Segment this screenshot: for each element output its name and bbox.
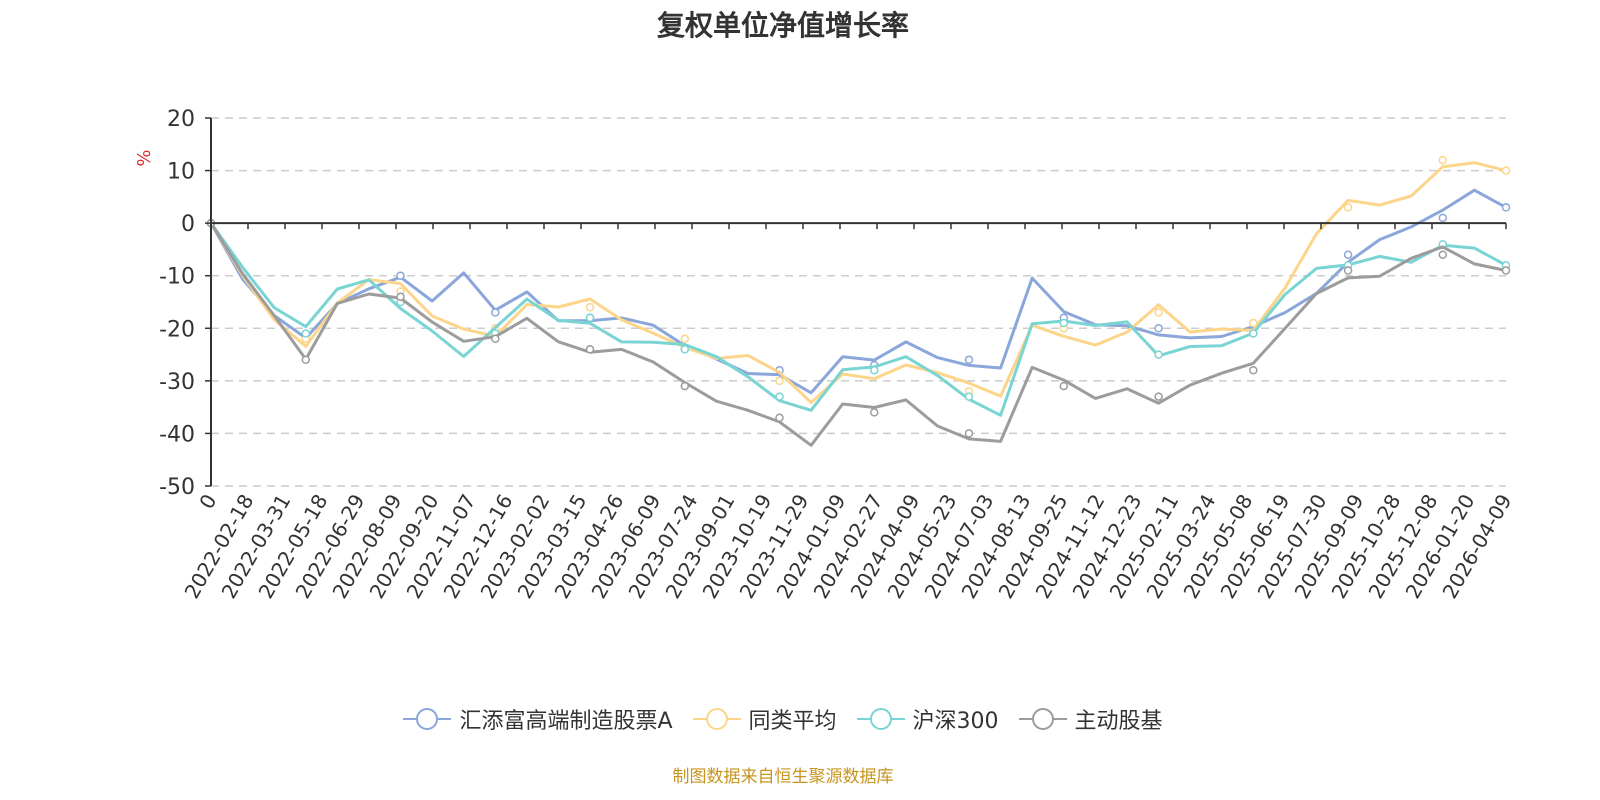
series-point — [1343, 203, 1353, 212]
y-tick-label: -40 — [159, 422, 195, 447]
legend: 汇添富高端制造股票A 同类平均 沪深300 主动股基 — [0, 703, 1566, 735]
series-point — [396, 271, 405, 280]
y-axis-unit-label: % — [134, 149, 155, 166]
series-point — [1249, 329, 1258, 338]
series-point — [1438, 250, 1448, 259]
series-point — [1343, 266, 1353, 275]
series-point — [1501, 266, 1511, 275]
series-point — [1501, 203, 1511, 212]
series-point — [1438, 155, 1448, 165]
series-point — [775, 392, 784, 401]
series-point — [964, 392, 974, 401]
series-point — [680, 381, 690, 391]
series-point — [870, 366, 879, 375]
series-point — [491, 334, 500, 344]
legend-item-1[interactable]: 同类平均 — [692, 703, 837, 735]
series-point — [680, 345, 690, 354]
series-point — [870, 408, 879, 417]
series-line-0 — [209, 188, 1507, 395]
axes — [205, 117, 1507, 487]
series-point — [1154, 308, 1163, 317]
series-point — [1249, 318, 1258, 328]
chart-title: 复权单位净值增长率 — [656, 9, 909, 42]
series-lines — [206, 155, 1511, 447]
source-note: 制图数据来自恒生聚源数据库 — [672, 767, 894, 787]
legend-swatch — [692, 708, 741, 730]
legend-label: 主动股基 — [1074, 709, 1163, 734]
series-point — [491, 308, 500, 317]
series-point — [585, 313, 595, 323]
series-point — [775, 413, 784, 422]
series-point — [585, 303, 595, 312]
series-point — [964, 355, 974, 365]
series-point — [680, 334, 690, 344]
y-tick-label: -50 — [159, 475, 195, 500]
series-point — [1059, 381, 1069, 391]
legend-item-0[interactable]: 汇添富高端制造股票A — [403, 703, 673, 735]
series-point — [301, 355, 311, 365]
series-point — [301, 329, 311, 338]
series-line-1 — [209, 161, 1507, 405]
y-tick-labels: 20 10 0 -10 -20 -30 -40 -50 — [159, 107, 195, 500]
series-line-2 — [209, 222, 1507, 417]
y-tick-label: -30 — [159, 370, 195, 395]
y-tick-label: 10 — [167, 160, 195, 185]
x-tick-labels: 02022-02-182022-03-312022-05-182022-06-2… — [179, 490, 1516, 603]
legend-swatch — [403, 708, 452, 730]
series-point — [1154, 324, 1163, 333]
series-point — [1343, 250, 1353, 259]
legend-item-3[interactable]: 主动股基 — [1018, 703, 1163, 735]
legend-label: 沪深300 — [912, 709, 999, 734]
series-point — [964, 429, 974, 438]
series-point — [1438, 213, 1448, 223]
y-tick-label: 0 — [181, 212, 195, 237]
legend-swatch — [1018, 708, 1067, 730]
series-point — [775, 376, 784, 386]
line-chart: 20 10 0 -10 -20 -30 -40 -50 02022-02-182022-03-… — [134, 107, 1516, 603]
legend-label: 汇添富高端制造股票A — [459, 709, 673, 734]
legend-swatch — [856, 708, 905, 730]
series-point — [1059, 318, 1069, 328]
legend-label: 同类平均 — [748, 709, 837, 734]
series-point — [1249, 366, 1258, 375]
series-point — [1154, 350, 1163, 359]
x-tick-label: 0 — [194, 490, 221, 513]
y-tick-label: -10 — [159, 265, 195, 290]
series-point — [585, 345, 595, 354]
series-line-3 — [209, 222, 1507, 447]
series-point — [1154, 392, 1163, 401]
legend-item-2[interactable]: 沪深300 — [856, 703, 999, 735]
y-tick-label: -20 — [159, 317, 195, 342]
y-tick-label: 20 — [167, 107, 195, 132]
series-point — [396, 292, 405, 301]
series-point — [1501, 166, 1511, 175]
